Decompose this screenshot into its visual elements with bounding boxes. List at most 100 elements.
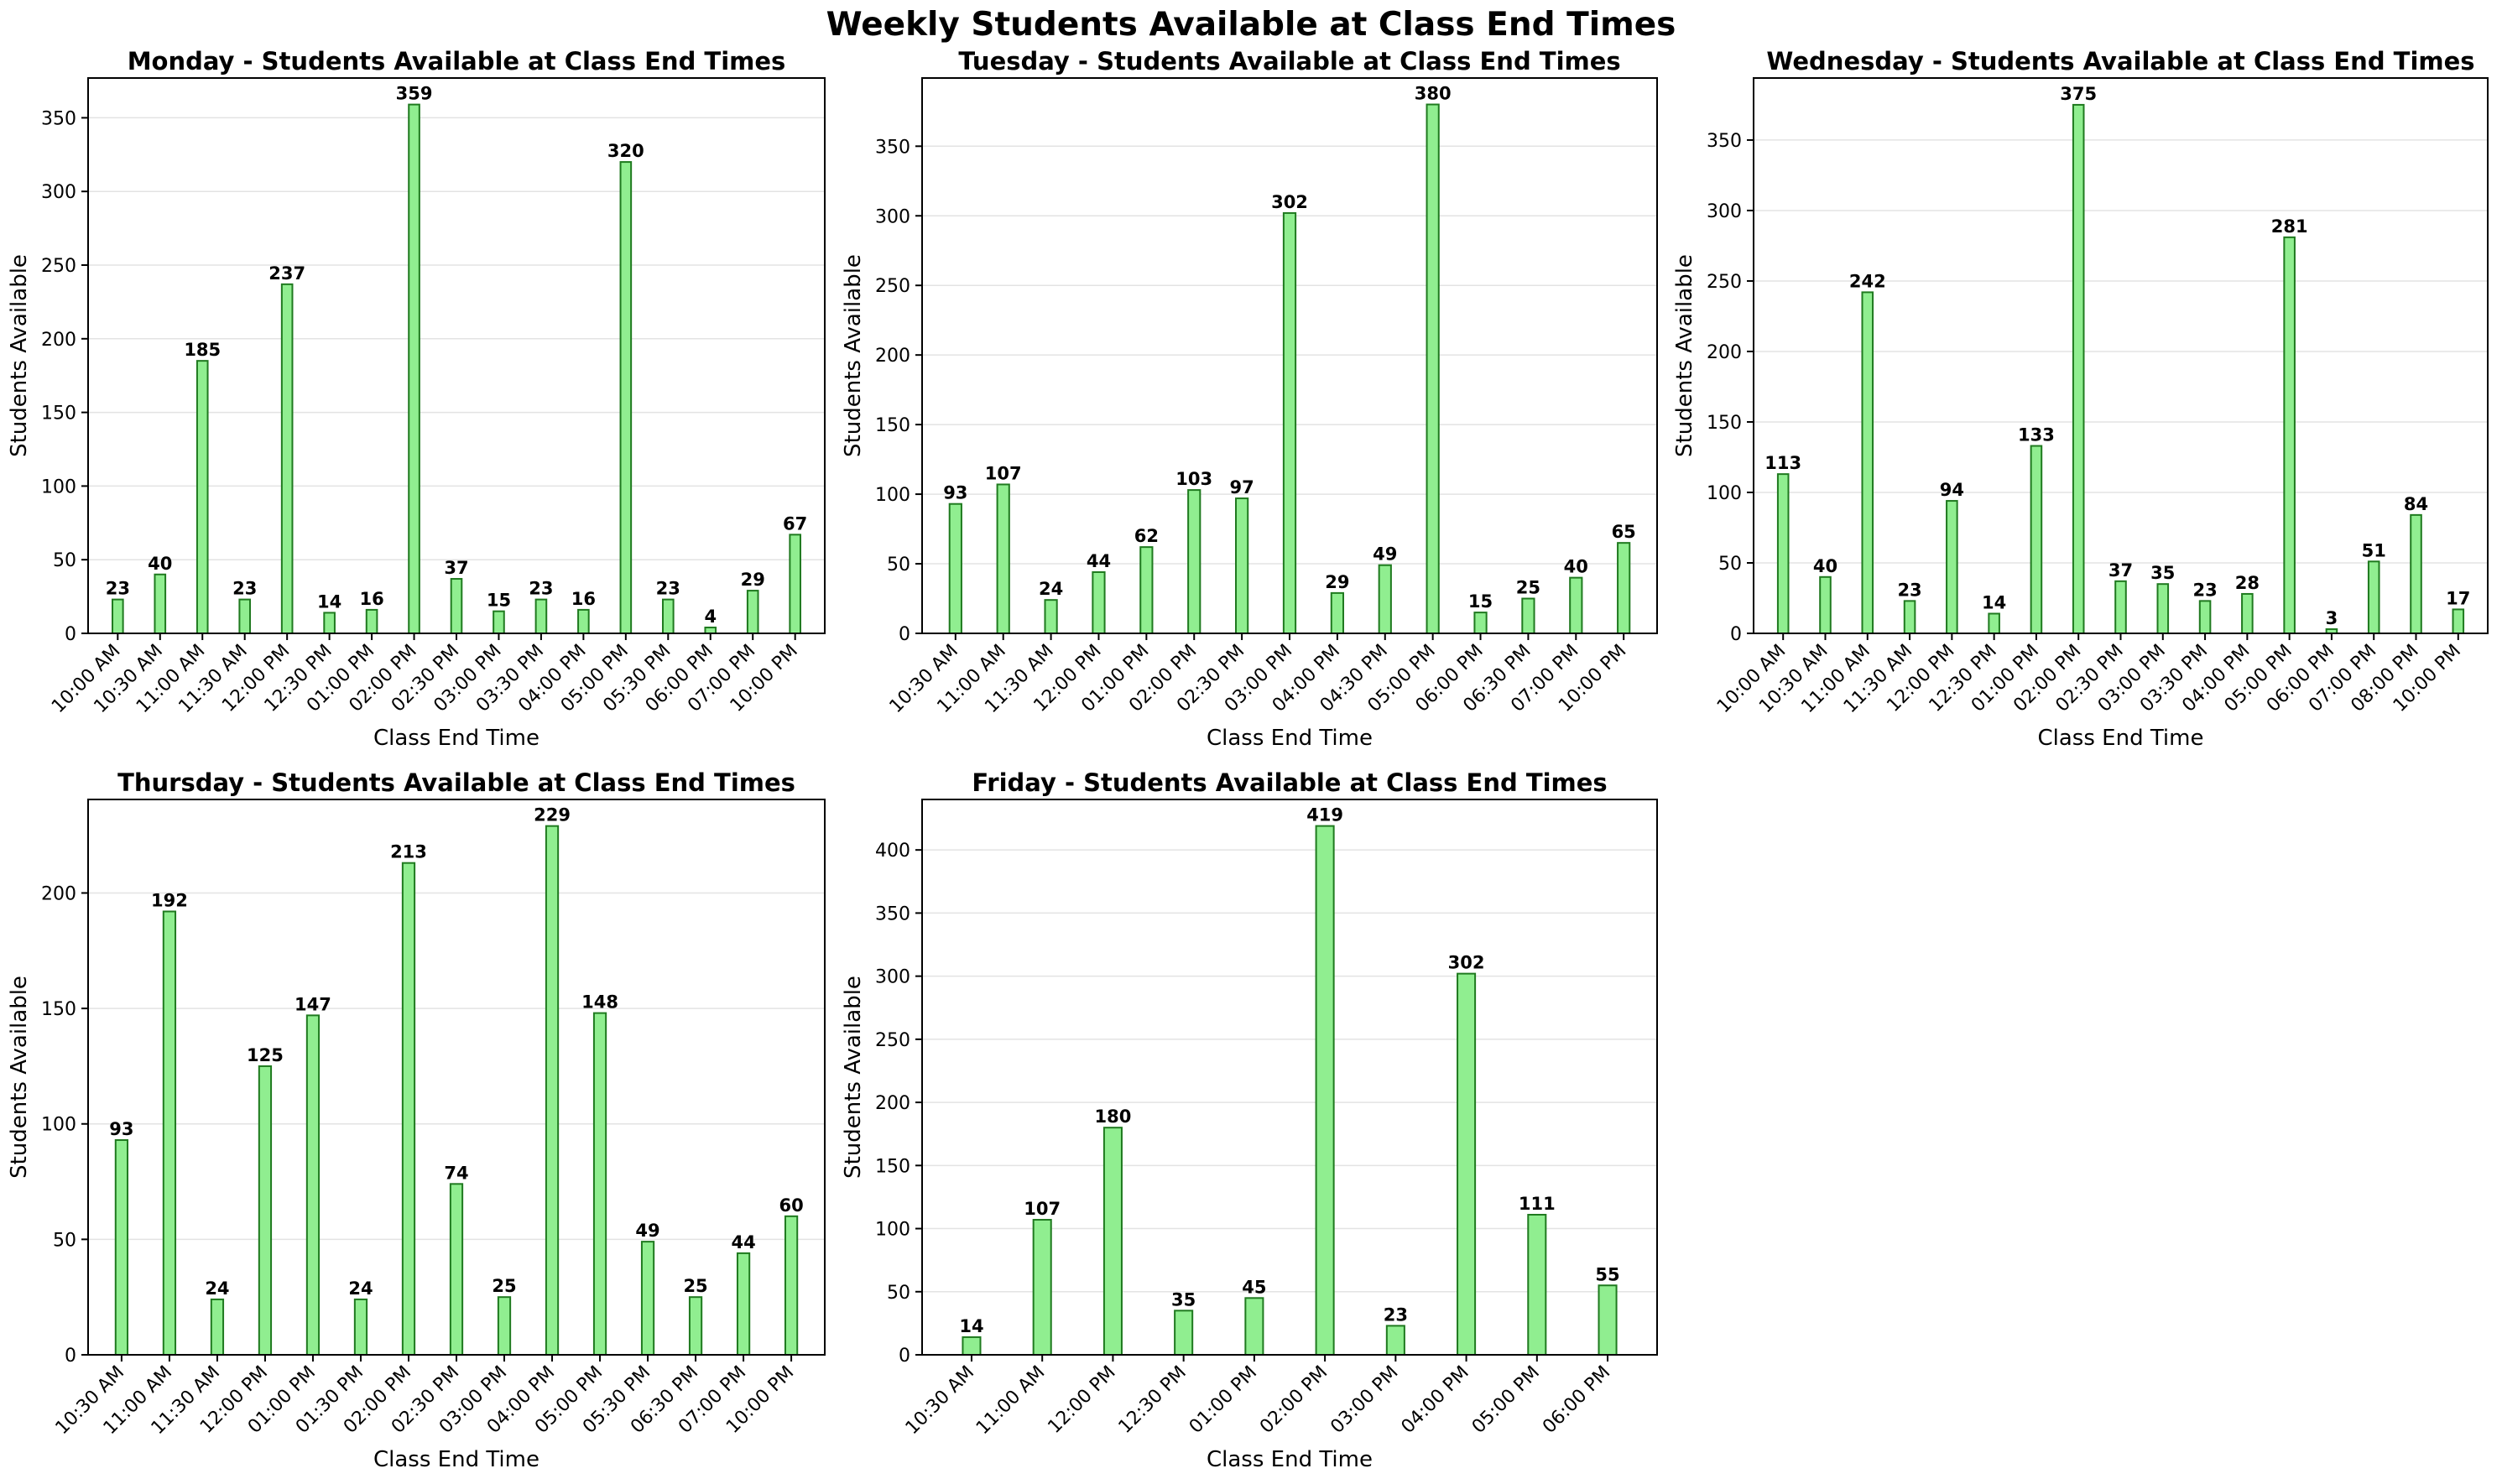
y-tick-label: 150 (41, 999, 76, 1020)
y-axis-label: Students Available (7, 976, 32, 1179)
x-tick-label: 01:00 PM (1186, 1362, 1261, 1438)
value-label: 23 (1384, 1304, 1408, 1325)
value-label: 67 (783, 513, 807, 534)
y-tick-label: 150 (41, 404, 76, 424)
value-label: 16 (359, 589, 383, 609)
bar (948, 502, 962, 634)
y-axis-label: Students Available (1672, 254, 1697, 457)
y-tick-label: 400 (875, 841, 910, 862)
y-tick-label: 150 (875, 1156, 910, 1177)
y-tick-label: 100 (875, 485, 910, 506)
panel-title: Thursday - Students Available at Class E… (117, 768, 795, 797)
bar (2114, 580, 2127, 634)
value-label: 23 (2192, 580, 2217, 600)
value-label: 15 (1468, 591, 1493, 612)
bar (704, 626, 717, 635)
value-label: 25 (683, 1276, 707, 1296)
x-axis-label: Class End Time (1207, 726, 1373, 751)
chart-panel: 0 50 100 150 200 250 300 350 93 107 24 44 62 103 97 302… (841, 47, 1658, 751)
bar (449, 1183, 464, 1356)
value-label: 359 (396, 84, 433, 104)
panel-title: Tuesday - Students Available at Class En… (958, 47, 1620, 76)
value-label: 302 (1448, 953, 1485, 973)
value-label: 16 (571, 589, 596, 609)
bar (996, 483, 1010, 635)
bar (162, 910, 177, 1356)
value-label: 23 (529, 579, 553, 599)
bar (210, 1298, 225, 1356)
bar (1617, 542, 1631, 635)
bar (1473, 612, 1488, 635)
value-label: 25 (1516, 578, 1540, 598)
bar (1282, 211, 1297, 634)
x-axis-label: Class End Time (2038, 726, 2204, 751)
bar (2156, 583, 2170, 634)
value-label: 24 (1039, 579, 1063, 599)
bar (2198, 600, 2212, 635)
y-tick-label: 0 (65, 624, 76, 645)
bar (1426, 103, 1440, 635)
value-label: 28 (2235, 573, 2260, 593)
value-label: 84 (2404, 494, 2428, 514)
value-label: 60 (779, 1195, 803, 1216)
value-label: 40 (148, 554, 172, 574)
y-tick-label: 100 (41, 476, 76, 497)
bar (2283, 236, 2296, 634)
value-label: 35 (2150, 563, 2175, 583)
bar (1044, 599, 1058, 635)
value-label: 24 (205, 1278, 229, 1299)
plot-frame (87, 799, 826, 1356)
value-label: 14 (317, 591, 341, 612)
panel-title: Friday - Students Available at Class End… (972, 768, 1607, 797)
y-tick-label: 0 (899, 624, 910, 645)
bar (619, 161, 633, 634)
panel-title: Wednesday - Students Available at Class … (1766, 47, 2474, 76)
bar (1330, 591, 1344, 634)
y-tick-label: 350 (41, 108, 76, 129)
y-tick-label: 0 (65, 1346, 76, 1367)
y-tick-label: 100 (41, 1115, 76, 1136)
value-label: 62 (1134, 526, 1159, 546)
bar (401, 862, 416, 1356)
y-axis-label: Students Available (841, 254, 866, 457)
bar (1244, 1297, 1264, 1356)
value-label: 29 (1325, 572, 1349, 592)
x-axis-label: Class End Time (373, 726, 539, 751)
value-label: 25 (492, 1276, 516, 1296)
value-label: 93 (109, 1119, 133, 1139)
bar (238, 598, 252, 634)
value-label: 125 (247, 1045, 284, 1065)
plot-frame (87, 77, 826, 634)
value-label: 23 (1897, 580, 1921, 600)
value-label: 419 (1306, 805, 1343, 825)
bar (1861, 291, 1874, 634)
value-label: 29 (741, 570, 765, 590)
value-label: 55 (1595, 1264, 1619, 1284)
bar (1032, 1219, 1052, 1356)
chart-panel: 0 50 100 150 200 250 300 350 113 40 242 23 94 14 133 37… (1672, 47, 2489, 751)
value-label: 103 (1175, 469, 1212, 489)
y-tick-label: 50 (887, 1283, 910, 1304)
bar (353, 1298, 368, 1356)
y-tick-label: 250 (1707, 272, 1742, 293)
bar (154, 573, 167, 635)
bar (592, 1012, 607, 1356)
x-tick-label: 12:00 PM (1044, 1362, 1119, 1438)
value-label: 229 (534, 805, 571, 825)
bar (545, 825, 560, 1356)
bar (408, 103, 420, 635)
value-label: 94 (1940, 480, 1964, 500)
value-label: 147 (295, 994, 331, 1014)
bar (305, 1014, 321, 1356)
panel-title: Monday - Students Available at Class End… (128, 47, 786, 76)
bar (1946, 500, 1958, 634)
bar (2367, 560, 2380, 634)
value-label: 185 (184, 340, 221, 360)
bar (114, 1139, 129, 1356)
value-label: 14 (1982, 592, 2006, 612)
bar (1385, 1325, 1405, 1356)
bar (661, 598, 675, 634)
bar (1569, 576, 1583, 635)
bar (2452, 608, 2465, 634)
